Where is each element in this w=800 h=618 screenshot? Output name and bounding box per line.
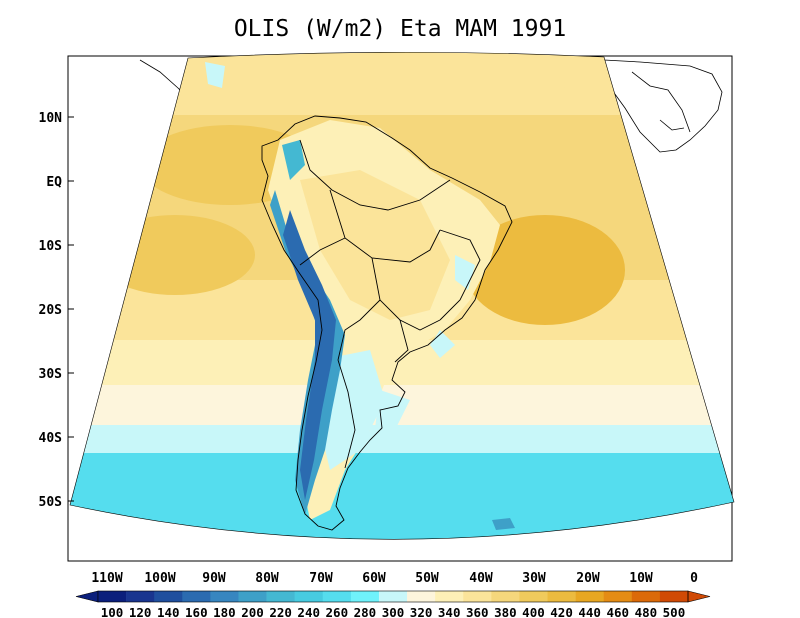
colorbar-label: 380 [494,605,517,618]
colorbar-swatch [266,591,295,602]
lon-label: 110W [91,571,122,586]
lon-label: 90W [202,571,226,586]
lat-axis: 10N EQ 10S 20S 30S 40S 50S [39,111,74,510]
colorbar-label: 180 [213,605,236,618]
olis-field [70,52,734,540]
lat-label: 10N [39,111,63,126]
lon-label: 30W [522,571,546,586]
colorbar-swatch [435,591,464,602]
lon-label: 10W [629,571,653,586]
colorbar-label: 360 [466,605,489,618]
colorbar-swatch [491,591,520,602]
colorbar-swatch [210,591,239,602]
colorbar-label: 220 [269,605,292,618]
colorbar: 100 120 140 160 180 200 220 240 260 280 300 320 340 3… [75,590,711,618]
colorbar-label: 340 [438,605,461,618]
colorbar-swatch [547,591,576,602]
lon-axis: 110W 100W 90W 80W 70W 60W 50W 40W 30W 20… [91,571,698,586]
lon-label: 60W [362,571,386,586]
colorbar-label: 400 [522,605,545,618]
colorbar-label: 460 [606,605,629,618]
colorbar-swatch [463,591,492,602]
colorbar-swatch [182,591,211,602]
colorbar-label: 480 [635,605,658,618]
lon-label: 0 [690,571,698,586]
colorbar-label: 160 [185,605,208,618]
colorbar-label: 320 [410,605,433,618]
map-title: OLIS (W/m2) Eta MAM 1991 [233,16,567,42]
colorbar-swatch [603,591,633,602]
colorbar-arrow-low [75,590,99,603]
lon-label: 40W [469,571,493,586]
colorbar-swatch [350,591,380,602]
lon-label: 100W [144,571,175,586]
colorbar-swatch [407,591,436,602]
domain-boundary [69,51,735,540]
colorbar-swatch [294,591,324,602]
colorbar-label: 120 [129,605,152,618]
colorbar-swatch [154,591,183,602]
colorbar-label: 140 [157,605,180,618]
colorbar-swatch [322,591,352,602]
colorbar-label: 300 [382,605,405,618]
colorbar-arrow-high [687,590,711,603]
lon-label: 20W [576,571,600,586]
colorbar-frame [97,590,689,603]
colorbar-label: 200 [241,605,264,618]
colorbar-label: 100 [101,605,124,618]
lon-label: 70W [309,571,333,586]
colorbar-swatch [659,591,689,602]
colorbar-swatch [98,591,127,602]
colorbar-label: 280 [354,605,377,618]
colorbar-label: 240 [297,605,320,618]
colorbar-label: 500 [663,605,686,618]
colorbar-swatch [126,591,155,602]
colorbar-label: 260 [326,605,349,618]
lat-label: 50S [39,495,63,510]
colorbar-label: 420 [550,605,573,618]
lat-label: 30S [39,367,63,382]
lat-label: 20S [39,303,63,318]
lon-label: 50W [415,571,439,586]
colorbar-swatch [378,591,408,602]
colorbar-label: 440 [578,605,601,618]
south-america-outline [261,115,513,531]
lon-label: 80W [255,571,279,586]
lat-label: 40S [39,431,63,446]
colorbar-swatch [238,591,267,602]
lat-label: 10S [39,239,63,254]
colorbar-swatch [575,591,605,602]
colorbar-swatch [631,591,661,602]
lat-label: EQ [46,175,62,190]
colorbar-swatch [519,591,548,602]
